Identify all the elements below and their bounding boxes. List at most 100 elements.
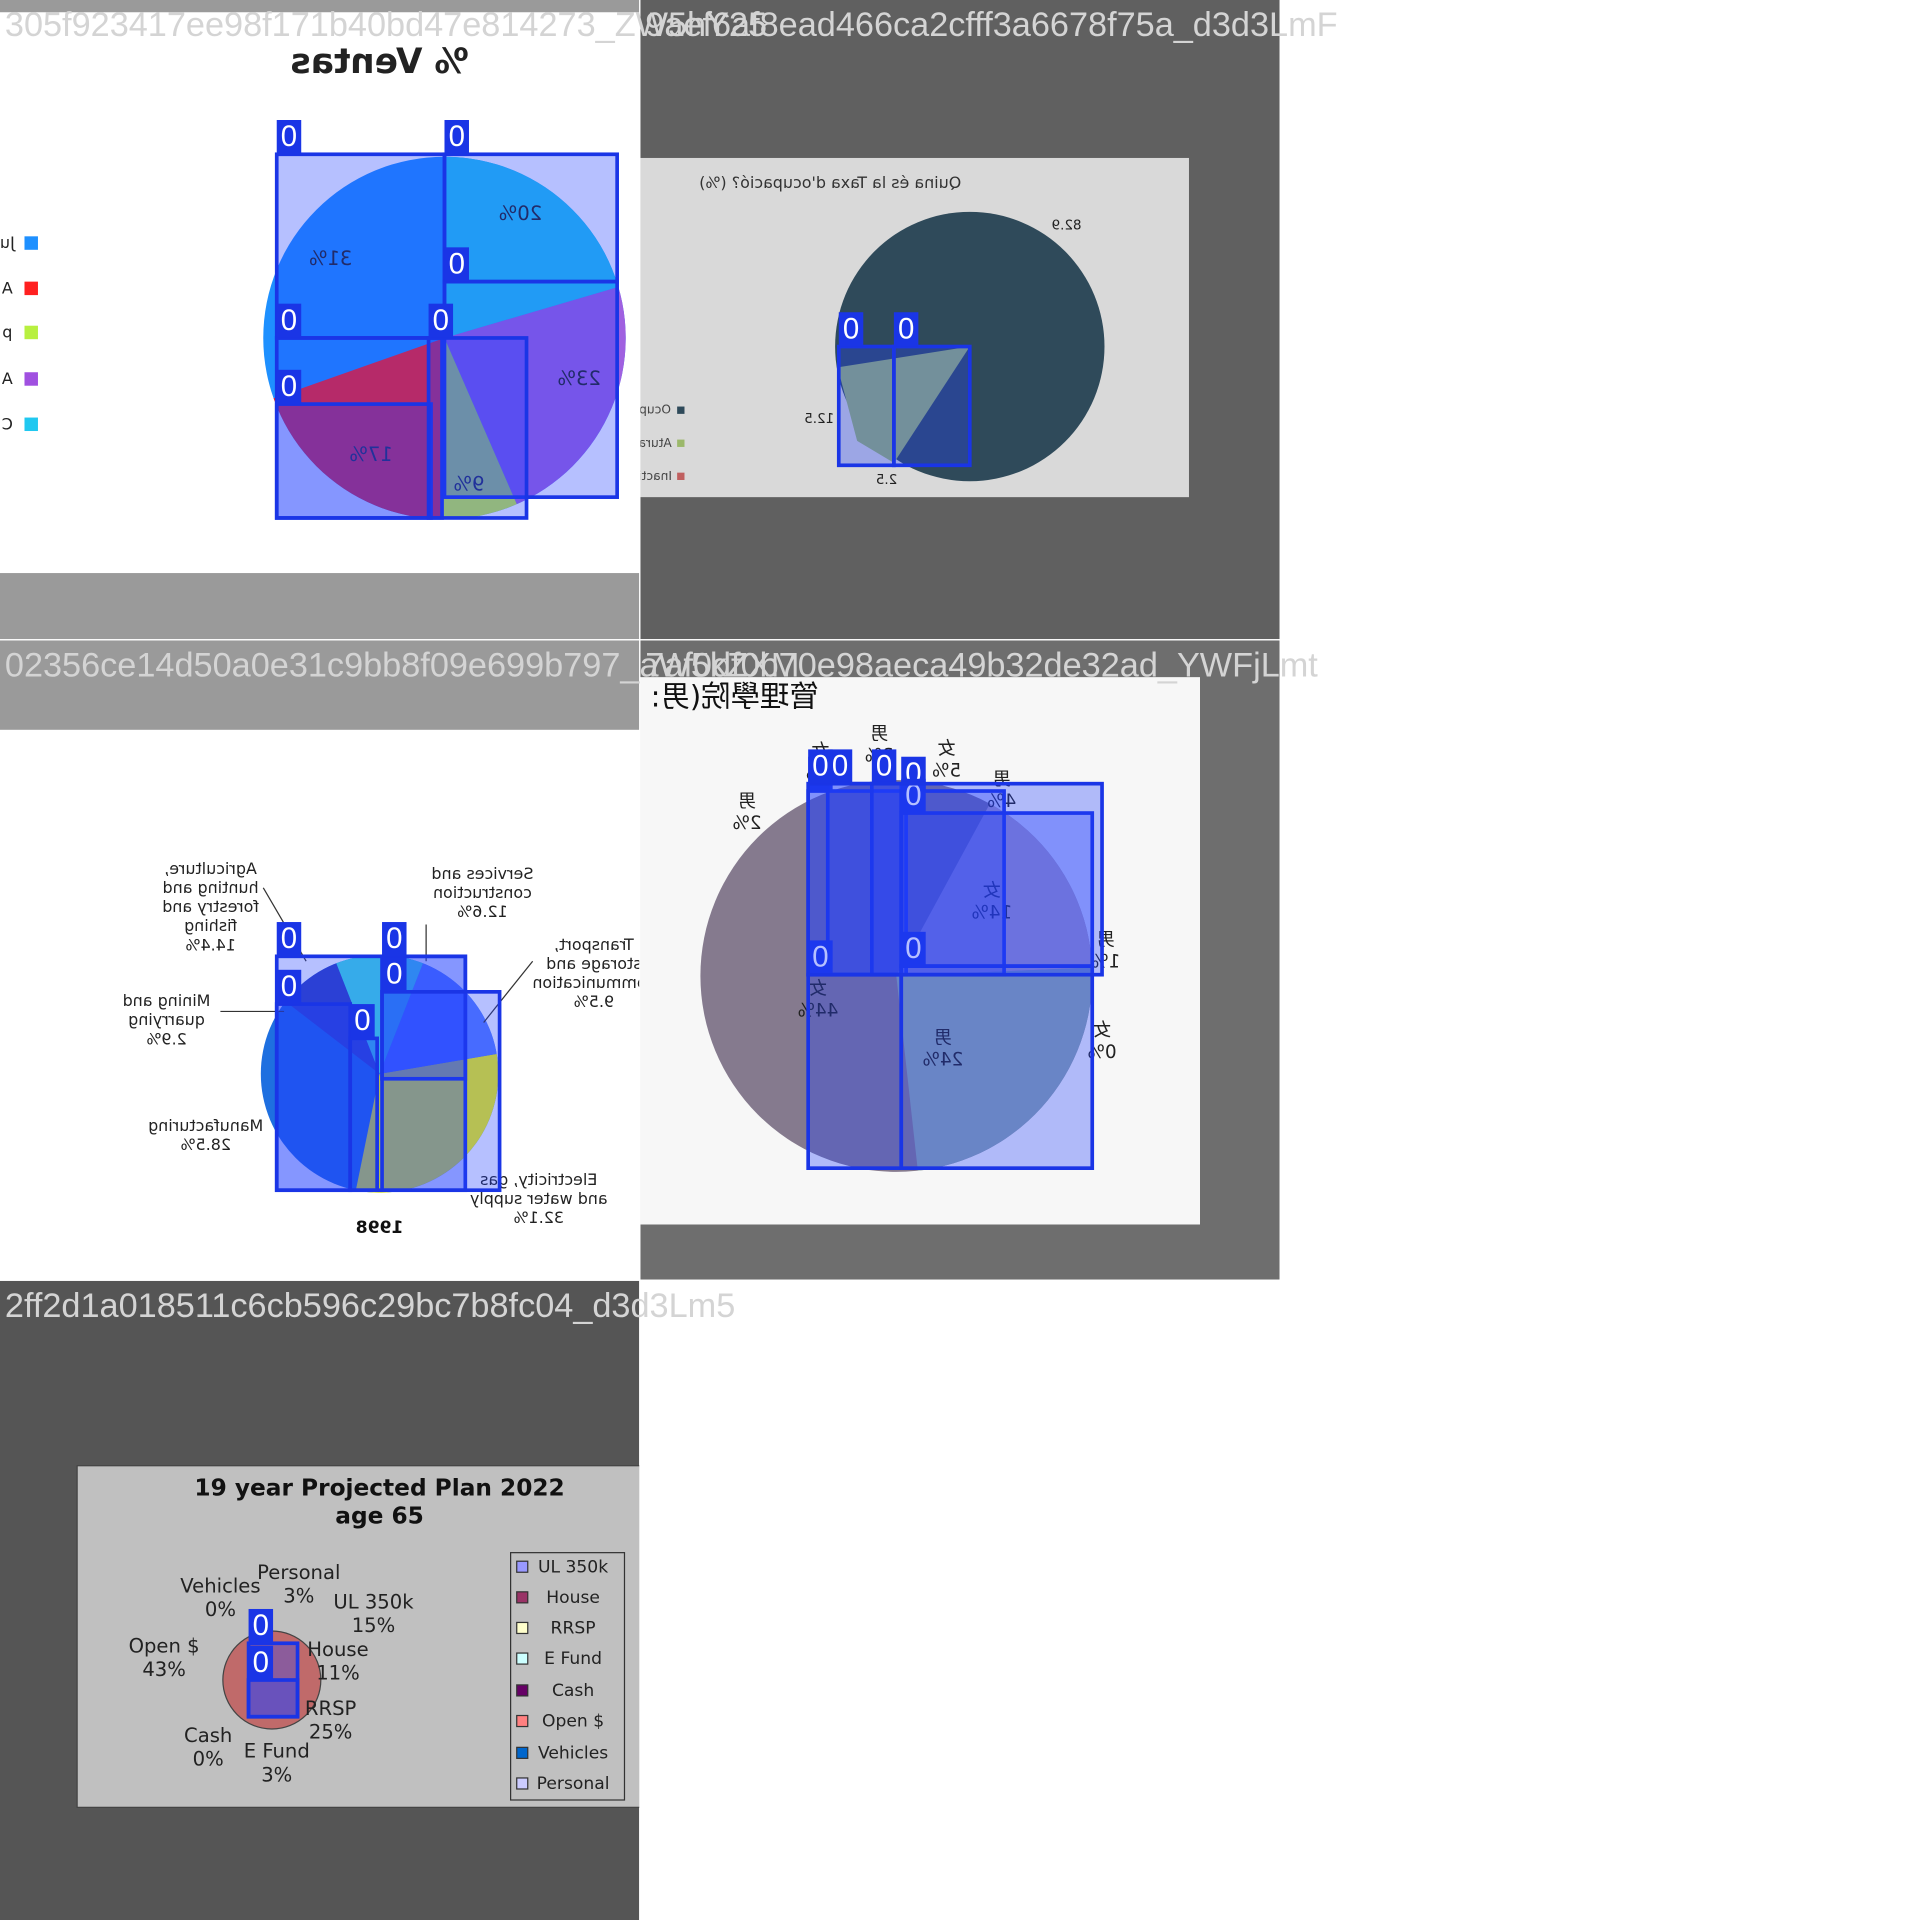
box-label-bg	[808, 749, 833, 784]
box-label-bg	[893, 312, 919, 347]
label: Open $	[542, 1712, 604, 1732]
label: communication	[532, 973, 655, 992]
label: 管理學院(男:	[651, 679, 819, 713]
label: 14.4%	[185, 935, 236, 954]
bounding-box	[274, 954, 468, 1193]
box-label: 0	[253, 1609, 269, 1642]
label: 17%	[349, 443, 393, 466]
label: House	[307, 1638, 368, 1661]
label: C	[2, 414, 13, 433]
label: A	[2, 369, 13, 388]
box-label: 0	[905, 932, 921, 965]
label: Personal	[537, 1774, 610, 1794]
box-label-bg	[248, 1645, 274, 1680]
label: quarrying	[128, 1010, 205, 1029]
label: Cash	[552, 1681, 594, 1701]
label: 男	[738, 791, 756, 812]
label: 25%	[309, 1720, 353, 1743]
tile-caption: 7af0df0b70e98aeca49b32de32ad_YWFjLmt	[645, 646, 1318, 684]
label: 1%	[1091, 951, 1120, 972]
label: Manufacturing	[148, 1116, 263, 1135]
box-label-bg	[808, 940, 833, 975]
label: A	[2, 278, 13, 297]
label: Atura	[638, 436, 671, 450]
label: 3%	[261, 1763, 292, 1786]
box-label-bg	[838, 312, 864, 347]
label: and water supply	[470, 1189, 608, 1208]
label: Open $	[129, 1634, 200, 1657]
label: 男	[934, 1027, 952, 1048]
bounding-box	[442, 279, 619, 499]
label: construction	[433, 883, 532, 902]
label: Quina és la Taxa d'ocupació? (%)	[699, 173, 961, 192]
bounding-box	[274, 402, 433, 520]
box-label: 0	[281, 970, 297, 1003]
label: Services and	[431, 864, 533, 883]
tile: Quina és la Taxa d'ocupació? (%) 82.9 12.5…	[638, 0, 1280, 640]
box-label: 0	[905, 779, 921, 812]
label: 12.6%	[457, 902, 508, 921]
label: 女	[983, 880, 1001, 901]
label: 女	[937, 738, 955, 759]
label: 4%	[987, 791, 1016, 812]
box-label-bg	[382, 922, 407, 957]
label: hunting and	[163, 878, 259, 897]
bounding-box	[348, 1036, 379, 1193]
label: 女	[809, 978, 827, 999]
label: 0%	[1087, 1042, 1116, 1063]
tile-caption: 9aef6af8ead466ca2cfff3a6678f75a_d3d3LmF	[645, 6, 1337, 44]
box-label-bg	[276, 369, 302, 405]
box-label: 0	[433, 304, 449, 337]
label: 43%	[142, 1658, 186, 1681]
label: 3%	[283, 1584, 314, 1607]
tile: % Ventas 31% 20% 23% 17% 9% Ju Ap A C	[0, 0, 640, 640]
box-label-bg	[350, 1004, 375, 1039]
bounding-box	[806, 781, 1104, 977]
label: fishing	[184, 916, 237, 935]
legend-swatch	[516, 1777, 529, 1790]
box-label-bg	[444, 120, 469, 155]
label: Personal	[257, 1561, 340, 1584]
box-label: 0	[253, 1646, 269, 1679]
label: UL 350k	[333, 1590, 414, 1613]
bounding-box	[380, 990, 502, 1193]
label: RRSP	[551, 1619, 596, 1639]
box-label-bg	[444, 247, 469, 282]
box-label: 0	[449, 247, 465, 280]
label: 9.5%	[574, 992, 614, 1011]
label: Inacti	[638, 469, 672, 483]
box-label-bg	[276, 969, 302, 1005]
label: 23%	[557, 367, 601, 390]
label: 1998	[356, 1218, 404, 1238]
bounding-box	[274, 152, 447, 340]
bounding-box	[899, 811, 1095, 968]
box-label-bg	[901, 931, 926, 967]
legend-swatch	[516, 1746, 529, 1759]
label: 19 year Projected Plan 2022	[194, 1474, 564, 1501]
box-label-bg	[276, 922, 302, 957]
label: Mining and	[123, 991, 211, 1010]
label: E Fund	[244, 1740, 310, 1763]
label: Agriculture,	[164, 859, 257, 878]
label: 32.1%	[514, 1208, 565, 1227]
label: Vehicles	[180, 1574, 260, 1597]
box-label: 0	[876, 750, 892, 783]
label: 2.5	[876, 473, 897, 488]
label: 2.9%	[146, 1029, 186, 1048]
box-label-bg	[248, 1608, 274, 1644]
box-label: 0	[354, 1004, 370, 1037]
label: Vehicles	[538, 1743, 608, 1763]
label: 男	[870, 724, 888, 745]
label: Transport,	[554, 935, 635, 954]
label: RRSP	[305, 1697, 357, 1720]
bounding-box	[825, 781, 904, 977]
label: 82.9	[1052, 218, 1082, 233]
label: 5%	[932, 760, 961, 781]
legend-swatch	[516, 1714, 529, 1728]
label: 2%	[732, 813, 761, 834]
box-label: 0	[281, 304, 297, 337]
label: 28.5%	[180, 1135, 231, 1154]
